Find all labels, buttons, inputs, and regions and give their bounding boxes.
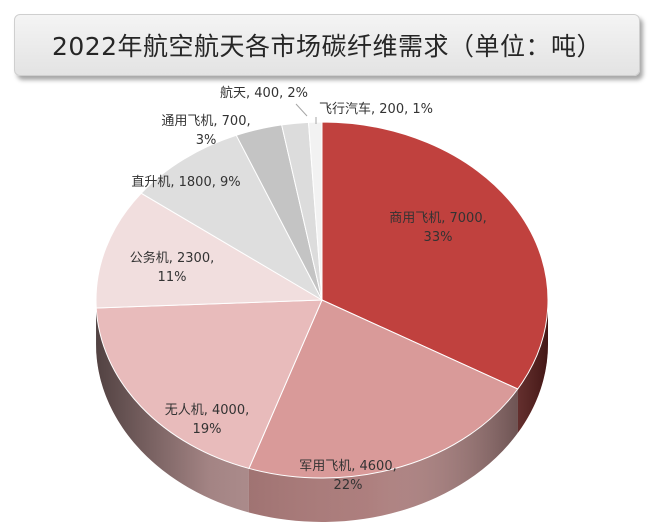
slice-label-text: 无人机, 4000, — [165, 403, 249, 418]
pie-slice-3 — [95, 192, 324, 309]
slice-label-percent: 22% — [334, 478, 363, 493]
slice-label-6: 航天, 400, 2% — [220, 85, 308, 101]
pie-slice-7 — [307, 121, 323, 301]
chart-title-box: 2022年航空航天各市场碳纤维需求（单位：吨） — [14, 14, 640, 76]
slice-label-3: 公务机, 2300, 11% — [130, 250, 214, 285]
slice-label-0: 商用飞机, 7000, 33% — [389, 211, 486, 245]
slice-label-1: 军用飞机, 4600, 22% — [299, 459, 396, 493]
slice-label-2: 无人机, 4000, 19% — [165, 403, 249, 437]
chart-title: 2022年航空航天各市场碳纤维需求（单位：吨） — [51, 32, 603, 61]
slice-label-text: 军用飞机, 4600, — [299, 459, 396, 474]
slice-label-text: 商用飞机, 7000, — [389, 211, 486, 226]
slice-label-text: 航天, 400, 2% — [220, 85, 308, 101]
slice-label-5: 通用飞机, 700, 3% — [161, 114, 250, 148]
slice-label-text: 通用飞机, 700, — [161, 114, 250, 129]
leader-line-0 — [295, 103, 308, 117]
pie-side-shading — [96, 300, 548, 522]
pie-slice-1 — [248, 299, 519, 479]
slice-label-text: 公务机, 2300, — [130, 250, 214, 266]
pie-slice-2 — [95, 299, 323, 470]
slice-label-text: 飞行汽车, 200, 1% — [319, 101, 433, 117]
slice-label-percent: 19% — [193, 422, 222, 437]
pie-slice-0 — [321, 121, 549, 390]
slice-label-percent: 3% — [196, 133, 217, 148]
slice-label-4: 直升机, 1800, 9% — [131, 175, 240, 190]
slice-label-percent: 33% — [424, 230, 453, 245]
slice-label-text: 直升机, 1800, 9% — [131, 175, 240, 190]
slice-label-percent: 11% — [158, 270, 187, 285]
pie-slice-4 — [140, 134, 324, 302]
slice-label-7: 飞行汽车, 200, 1% — [319, 101, 433, 117]
